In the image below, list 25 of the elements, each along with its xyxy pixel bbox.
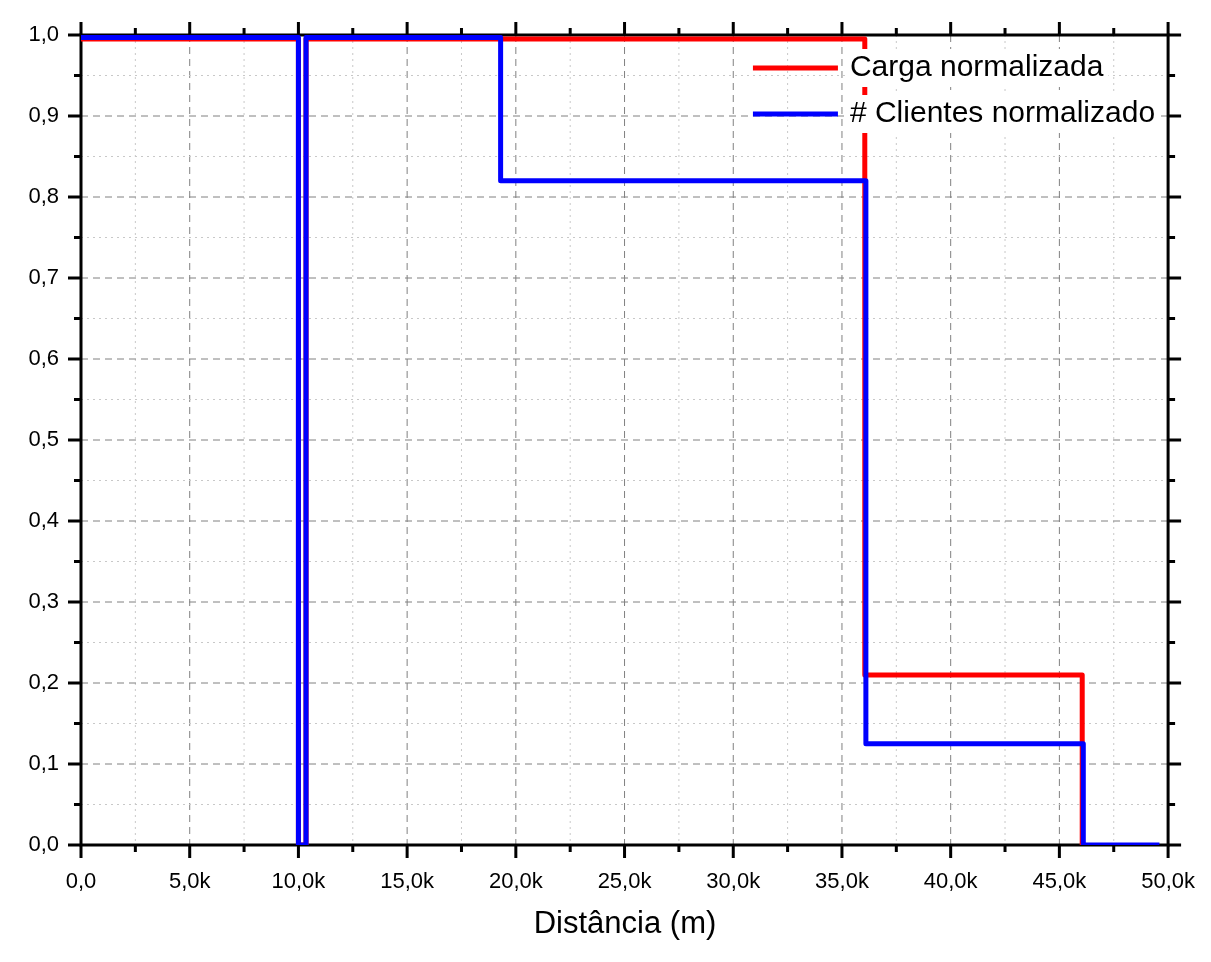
y-tick-label: 0,9 bbox=[28, 102, 59, 128]
y-tick-label: 0,8 bbox=[28, 183, 59, 209]
x-tick-label: 5,0k bbox=[168, 868, 212, 894]
y-tick-label: 0,7 bbox=[28, 264, 59, 290]
y-tick-label: 0,0 bbox=[28, 831, 59, 857]
x-tick-label: 0,0 bbox=[65, 868, 97, 894]
y-tick-label: 0,2 bbox=[28, 669, 59, 695]
x-tick-label: 45,0k bbox=[1032, 868, 1088, 894]
x-tick-label: 40,0k bbox=[923, 868, 979, 894]
x-tick-label: 30,0k bbox=[706, 868, 762, 894]
x-tick-label: 50,0k bbox=[1141, 868, 1196, 894]
legend-label: Carga normalizada bbox=[849, 49, 1104, 83]
x-tick-label: 10,0k bbox=[271, 868, 327, 894]
y-tick-label: 0,3 bbox=[28, 588, 59, 614]
x-axis-title: Distância (m) bbox=[532, 905, 718, 941]
y-tick-label: 0,5 bbox=[28, 426, 59, 452]
x-tick-label: 20,0k bbox=[488, 868, 544, 894]
y-tick-label: 0,4 bbox=[28, 507, 59, 533]
y-tick-label: 0,6 bbox=[28, 345, 59, 371]
legend-label: # Clientes normalizado bbox=[849, 95, 1156, 129]
x-tick-label: 35,0k bbox=[815, 868, 870, 894]
x-tick-label: 25,0k bbox=[597, 868, 653, 894]
y-tick-label: 1,0 bbox=[28, 21, 59, 47]
y-tick-label: 0,1 bbox=[28, 750, 59, 776]
x-tick-label: 15,0k bbox=[380, 868, 436, 894]
